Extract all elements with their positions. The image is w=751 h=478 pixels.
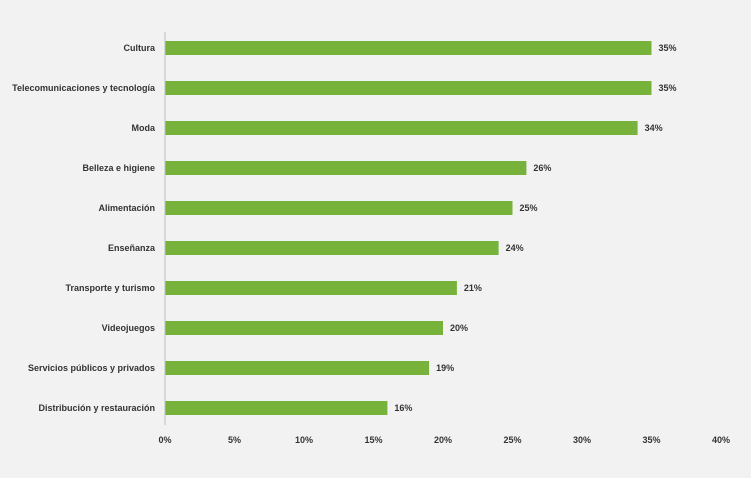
bar xyxy=(165,41,652,55)
x-tick-label: 30% xyxy=(573,435,591,445)
x-tick-label: 20% xyxy=(434,435,452,445)
data-label: 25% xyxy=(520,203,538,213)
category-label: Alimentación xyxy=(98,203,155,213)
data-label: 16% xyxy=(394,403,412,413)
data-label: 21% xyxy=(464,283,482,293)
category-label: Enseñanza xyxy=(108,243,156,253)
category-label: Servicios públicos y privados xyxy=(28,363,155,373)
category-label: Cultura xyxy=(124,43,156,53)
data-label: 19% xyxy=(436,363,454,373)
data-label: 26% xyxy=(533,163,551,173)
x-axis-ticks-layer: 0% 5% 10% 15% 20% 25% 30% 35% 40% xyxy=(158,435,730,445)
x-tick-label: 5% xyxy=(228,435,241,445)
data-label: 20% xyxy=(450,323,468,333)
data-label: 35% xyxy=(659,43,677,53)
category-label: Belleza e higiene xyxy=(82,163,155,173)
category-label: Videojuegos xyxy=(102,323,155,333)
x-tick-label: 40% xyxy=(712,435,730,445)
category-label: Telecomunicaciones y tecnología xyxy=(12,83,156,93)
category-labels-layer: Cultura Telecomunicaciones y tecnología Mo… xyxy=(12,43,156,413)
bar xyxy=(165,201,513,215)
x-tick-label: 15% xyxy=(364,435,382,445)
data-label: 35% xyxy=(659,83,677,93)
category-label: Distribución y restauración xyxy=(38,403,155,413)
category-label: Transporte y turismo xyxy=(65,283,155,293)
x-tick-label: 35% xyxy=(642,435,660,445)
x-tick-label: 25% xyxy=(503,435,521,445)
data-label: 34% xyxy=(645,123,663,133)
bar xyxy=(165,401,388,415)
bar xyxy=(165,361,430,375)
category-label: Moda xyxy=(132,123,156,133)
data-labels-layer: 35% 35% 34% 26% 25% 24% 21% 20% 19% 16% xyxy=(394,43,676,413)
bars-layer xyxy=(165,41,652,415)
x-tick-label: 10% xyxy=(295,435,313,445)
x-tick-label: 0% xyxy=(158,435,171,445)
data-label: 24% xyxy=(506,243,524,253)
bar xyxy=(165,81,652,95)
bar xyxy=(165,161,527,175)
bar xyxy=(165,281,457,295)
bar xyxy=(165,121,638,135)
bar xyxy=(165,321,443,335)
bar xyxy=(165,241,499,255)
